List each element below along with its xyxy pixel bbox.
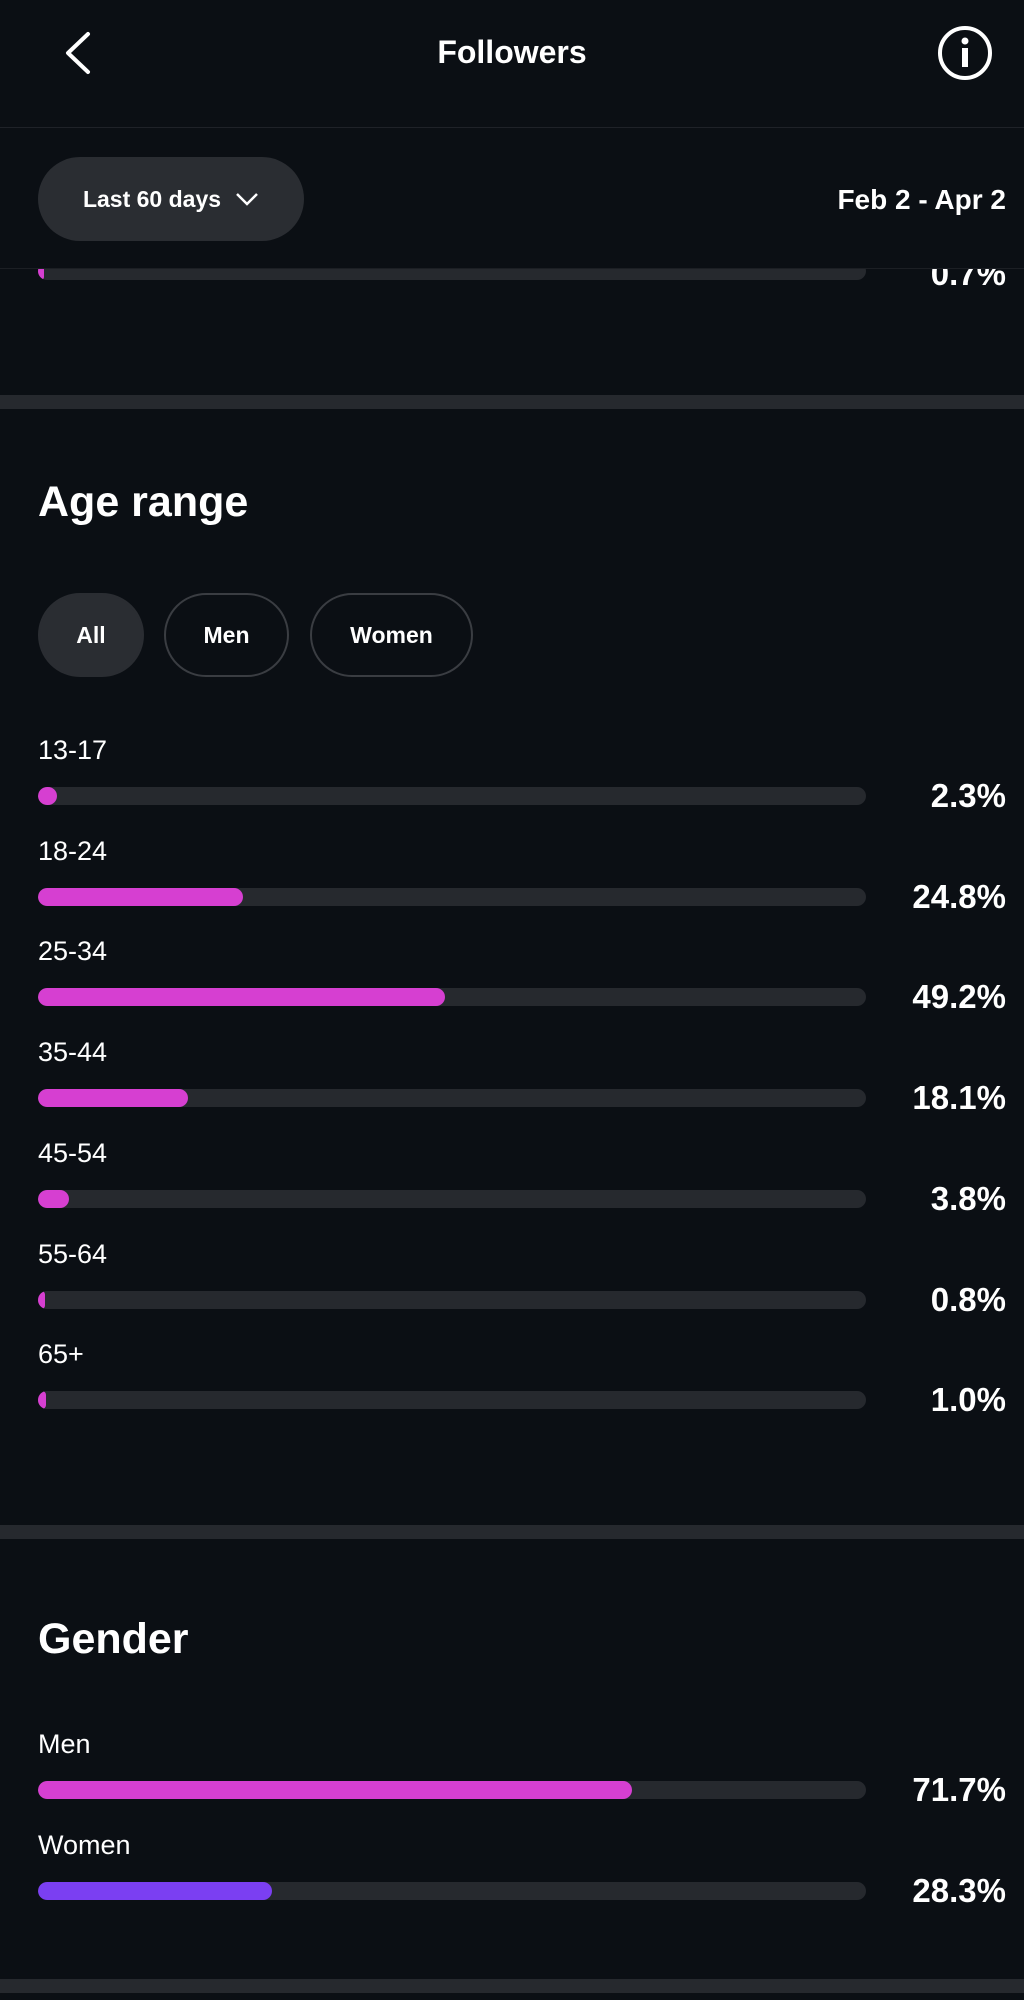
bar-track <box>38 1290 866 1309</box>
value-label: 18.1% <box>912 1079 1006 1117</box>
back-button[interactable] <box>60 30 100 76</box>
value-label: 49.2% <box>912 978 1006 1016</box>
value-label: 3.8% <box>930 1179 1006 1217</box>
divider <box>0 1979 1024 1993</box>
divider <box>0 395 1024 409</box>
category-label: 45-54 <box>38 1137 108 1168</box>
bar <box>38 1881 273 1900</box>
value-label: 1.0% <box>930 1381 1006 1419</box>
category-label: 35-44 <box>38 1037 108 1068</box>
bar-track <box>38 1781 866 1799</box>
period-label: Last 60 days <box>82 185 222 212</box>
value-label: 28.3% <box>912 1871 1006 1909</box>
bar-track <box>38 1089 866 1108</box>
period-dropdown[interactable]: Last 60 days <box>38 157 304 241</box>
category-label: Women <box>38 1829 131 1860</box>
value-label: 0.8% <box>930 1280 1006 1318</box>
section-title: Gender <box>38 1615 189 1663</box>
bar <box>38 988 446 1007</box>
category-label: 13-17 <box>38 735 108 765</box>
category-label: 25-34 <box>38 936 108 967</box>
bar <box>38 1781 632 1799</box>
value-label: 71.7% <box>912 1771 1006 1808</box>
category-label: 55-64 <box>38 1238 108 1269</box>
bar-track <box>38 988 866 1007</box>
bar <box>38 1391 47 1410</box>
section-title: Age range <box>38 478 249 526</box>
bar <box>38 787 58 805</box>
date-range: Feb 2 - Apr 2 <box>837 184 1006 215</box>
bar-track <box>38 1881 866 1900</box>
divider <box>0 1525 1024 1539</box>
bar <box>38 1290 45 1309</box>
tab[interactable]: Men <box>164 593 289 677</box>
tab[interactable]: All <box>38 593 144 677</box>
bar <box>38 262 44 280</box>
bar-track <box>38 1391 866 1410</box>
value-label: 2.3% <box>930 777 1006 814</box>
bar-track <box>38 787 866 805</box>
category-label: Men <box>38 1729 91 1759</box>
bar <box>38 887 244 906</box>
info-button[interactable] <box>937 25 993 81</box>
bar <box>38 1189 70 1208</box>
category-label: 18-24 <box>38 835 108 866</box>
category-label: 65+ <box>38 1339 84 1370</box>
top-bar: Followers Last 60 days Feb 2 - Apr 2 <box>0 0 1024 269</box>
value-label: 24.8% <box>912 877 1006 915</box>
chevron <box>236 193 258 206</box>
separator <box>0 127 1024 128</box>
page-title: Followers <box>437 34 587 70</box>
bar-track <box>38 1189 866 1208</box>
bar-track <box>38 887 866 906</box>
bar <box>38 1089 188 1108</box>
tab[interactable]: Women <box>310 593 473 677</box>
